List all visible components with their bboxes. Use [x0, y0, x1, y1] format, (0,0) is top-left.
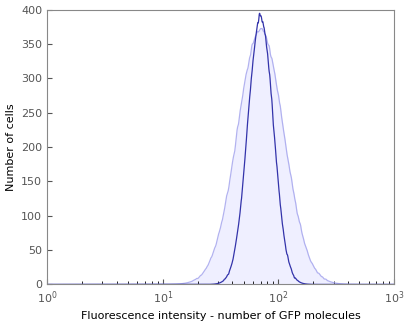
X-axis label: Fluorescence intensity - number of GFP molecules: Fluorescence intensity - number of GFP m…: [81, 311, 360, 321]
Y-axis label: Number of cells: Number of cells: [6, 103, 16, 191]
